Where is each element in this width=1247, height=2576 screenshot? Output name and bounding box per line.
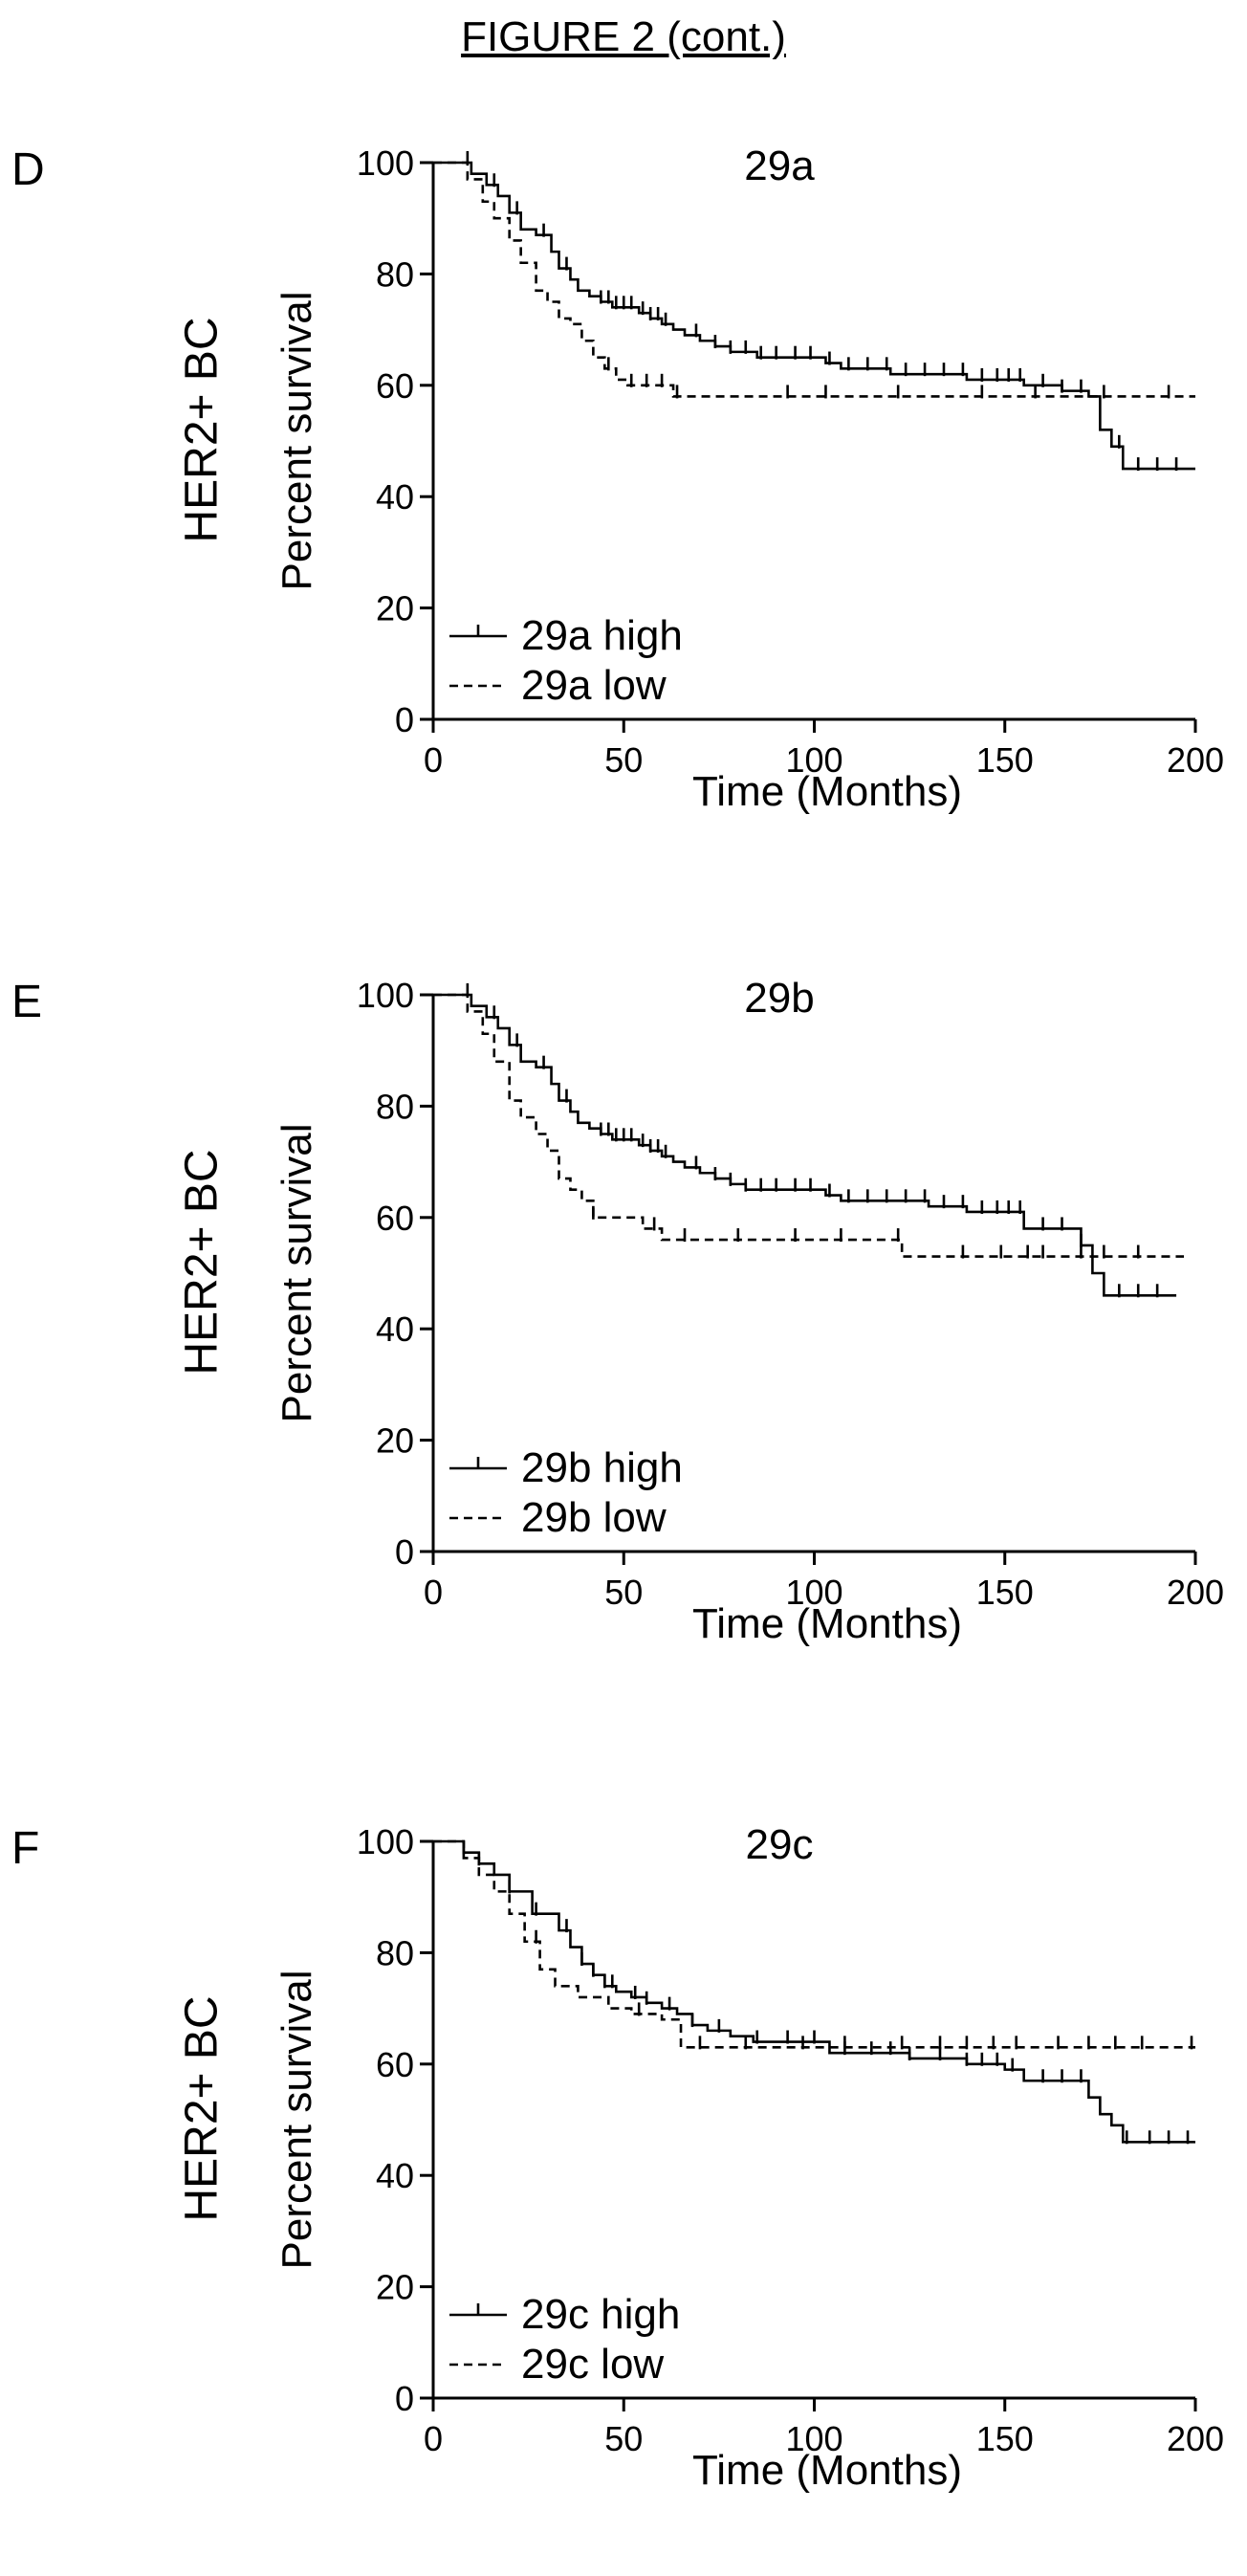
legend-label: 29b low xyxy=(521,1494,667,1541)
legend-label: 29c low xyxy=(521,2341,664,2388)
survival-curve xyxy=(433,161,1195,471)
survival-curve xyxy=(433,993,1185,1258)
series-low xyxy=(433,161,1195,399)
x-tick-label: 100 xyxy=(785,2419,842,2458)
survival-curve xyxy=(433,161,1195,398)
y-tick-label: 60 xyxy=(376,2045,414,2084)
legend-label: 29a low xyxy=(521,662,667,709)
chart-title: 29b xyxy=(744,975,814,1022)
x-tick-label: 0 xyxy=(424,1573,443,1612)
series-high xyxy=(433,983,1177,1298)
chart-title: 29c xyxy=(746,1821,814,1868)
y-tick-label: 20 xyxy=(376,1421,414,1461)
x-axis-label: Time (Months) xyxy=(692,1600,962,1647)
panel-letter: D xyxy=(11,144,45,195)
survival-chart: 0 20 40 60 80 100 0 50 100 150 200 29c Time (Months)… xyxy=(273,1821,1224,2494)
survival-curve xyxy=(433,1839,1195,2144)
y-tick-label: 100 xyxy=(357,1822,414,1861)
legend-label: 29a high xyxy=(521,612,683,659)
survival-chart: 0 20 40 60 80 100 0 50 100 150 200 29a Time (Months)… xyxy=(273,143,1224,815)
y-tick-label: 100 xyxy=(357,143,414,183)
x-tick-label: 200 xyxy=(1167,1573,1224,1612)
x-tick-label: 150 xyxy=(976,2419,1034,2458)
x-tick-label: 50 xyxy=(604,1573,643,1612)
x-tick-label: 200 xyxy=(1167,2419,1224,2458)
x-tick-label: 150 xyxy=(976,740,1034,780)
x-tick-label: 0 xyxy=(424,740,443,780)
y-tick-label: 40 xyxy=(376,1310,414,1349)
x-tick-label: 150 xyxy=(976,1573,1034,1612)
x-tick-label: 100 xyxy=(785,740,842,780)
y-tick-label: 80 xyxy=(376,1087,414,1126)
y-tick-label: 60 xyxy=(376,366,414,406)
y-tick-label: 0 xyxy=(395,2379,414,2418)
x-tick-label: 50 xyxy=(604,2419,643,2458)
series-low xyxy=(433,1839,1195,2050)
y-tick-label: 0 xyxy=(395,700,414,739)
figure-title: FIGURE 2 (cont.) xyxy=(461,13,786,60)
y-tick-label: 40 xyxy=(376,477,414,517)
y-tick-label: 0 xyxy=(395,1532,414,1572)
y-tick-label: 80 xyxy=(376,1933,414,1972)
series-high xyxy=(433,151,1195,472)
panel-letter: E xyxy=(11,977,43,1027)
x-tick-label: 0 xyxy=(424,2419,443,2458)
legend-label: 29b high xyxy=(521,1444,683,1491)
chart-title: 29a xyxy=(744,143,815,189)
y-axis-label: Percent survival xyxy=(273,1123,320,1422)
y-axis-label: Percent survival xyxy=(273,1970,320,2269)
survival-curve xyxy=(433,1839,1195,2049)
legend-label: 29c high xyxy=(521,2291,680,2338)
y-tick-label: 80 xyxy=(376,254,414,294)
panel-letter: F xyxy=(11,1823,40,1874)
x-tick-label: 50 xyxy=(604,740,643,780)
series-high xyxy=(433,1839,1195,2145)
survival-chart: 0 20 40 60 80 100 0 50 100 150 200 29b Time (Months)… xyxy=(273,975,1224,1647)
x-axis-label: Time (Months) xyxy=(692,768,962,815)
y-tick-label: 100 xyxy=(357,976,414,1015)
y-tick-label: 20 xyxy=(376,589,414,628)
survival-curve xyxy=(433,993,1177,1297)
x-axis-label: Time (Months) xyxy=(692,2447,962,2494)
y-tick-label: 60 xyxy=(376,1199,414,1238)
y-tick-label: 20 xyxy=(376,2268,414,2307)
x-tick-label: 200 xyxy=(1167,740,1224,780)
y-axis-label: Percent survival xyxy=(273,291,320,590)
series-low xyxy=(433,993,1185,1259)
y-tick-label: 40 xyxy=(376,2156,414,2195)
x-tick-label: 100 xyxy=(785,1573,842,1612)
